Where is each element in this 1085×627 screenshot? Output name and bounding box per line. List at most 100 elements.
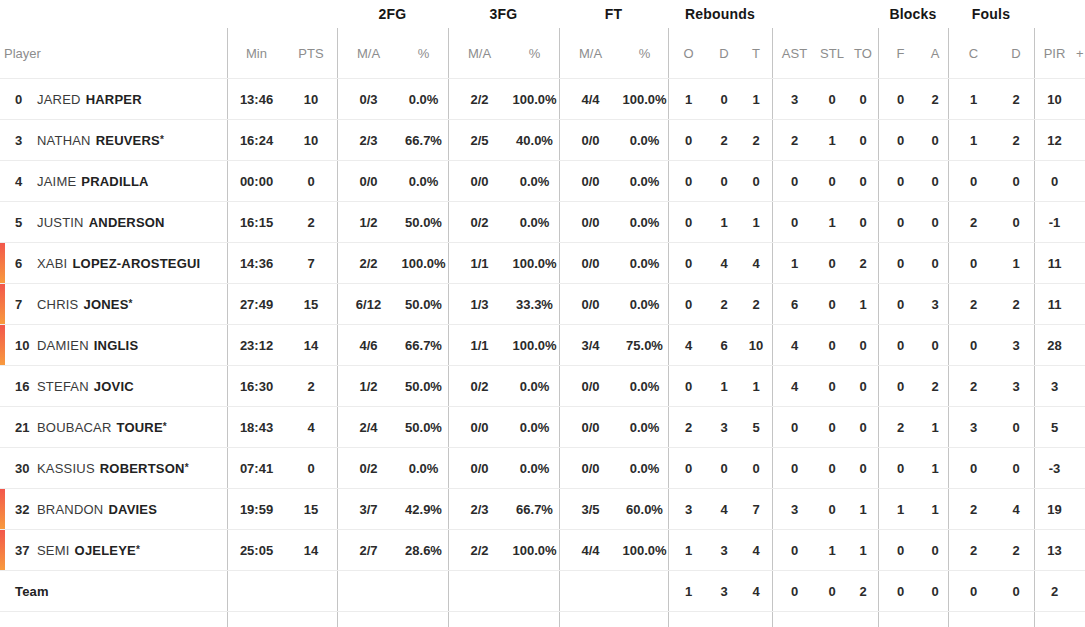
- stat-ft-pct: 75.0%: [621, 325, 668, 365]
- stat-pir: 2: [1034, 571, 1074, 611]
- stat-foul-c: 0: [948, 325, 998, 365]
- stat-reb-d: 0: [708, 79, 740, 119]
- player-last-name: HARPER: [86, 92, 142, 107]
- table-row[interactable]: 10 DAMIEN INGLIS 23:12 14 4/6 66.7% 1/1 …: [0, 325, 1085, 366]
- stat-2fg-pct: 0.0%: [399, 79, 448, 119]
- stat-ft-ma: 14/17: [559, 612, 621, 627]
- stat-reb-d: 3: [708, 571, 740, 611]
- stat-3fg-pct: 0.0%: [510, 407, 559, 447]
- stat-min: 25:05: [227, 530, 285, 570]
- stat-plus-minus: [1074, 612, 1085, 627]
- jersey-number: 7: [15, 297, 37, 312]
- stat-2fg-ma: 0/2: [337, 448, 399, 488]
- stat-blk-a: 1: [922, 489, 948, 529]
- stat-plus-minus: [1074, 120, 1085, 160]
- table-row[interactable]: 0 JARED HARPER 13:46 10 0/3 0.0% 2/2 100…: [0, 79, 1085, 120]
- stat-ft-ma: 0/0: [559, 202, 621, 242]
- table-row[interactable]: 21 BOUBACAR TOURE * 18:43 4 2/4 50.0% 0/…: [0, 407, 1085, 448]
- stat-stl: 0: [816, 448, 848, 488]
- stat-3fg-ma: 1/1: [448, 325, 510, 365]
- stat-ft-pct: 60.0%: [621, 489, 668, 529]
- stat-pts: 14: [285, 325, 337, 365]
- stat-to: 0: [848, 79, 878, 119]
- stat-blk-a: 0: [922, 120, 948, 160]
- stat-blk-f: 0: [878, 571, 922, 611]
- stat-reb-d: 1: [708, 202, 740, 242]
- stat-2fg-ma: [337, 571, 399, 611]
- table-row[interactable]: 4 JAIME PRADILLA 00:00 0 0/0 0.0% 0/0 0.…: [0, 161, 1085, 202]
- stat-2fg-pct: [399, 571, 448, 611]
- stat-blk-f: 0: [878, 202, 922, 242]
- stat-pts: 10: [285, 79, 337, 119]
- stat-foul-c: 2: [948, 284, 998, 324]
- stat-blk-f: 0: [878, 79, 922, 119]
- player-last-name: ROBERTSON: [100, 461, 185, 476]
- stat-min: 07:41: [227, 448, 285, 488]
- stat-foul-c: 1: [948, 79, 998, 119]
- stat-plus-minus: [1074, 243, 1085, 283]
- stat-2fg-ma: 23/50: [337, 612, 399, 627]
- stat-3fg-ma: 0/2: [448, 202, 510, 242]
- stat-stl: 0: [816, 284, 848, 324]
- stat-ft-pct: 0.0%: [621, 202, 668, 242]
- stat-foul-d: 3: [998, 366, 1034, 406]
- stat-blk-f: 1: [878, 489, 922, 529]
- stat-3fg-ma: 1/3: [448, 284, 510, 324]
- stat-plus-minus: [1074, 161, 1085, 201]
- table-row[interactable]: 37 SEMI OJELEYE * 25:05 14 2/7 28.6% 2/2…: [0, 530, 1085, 571]
- stat-2fg-pct: 66.7%: [399, 325, 448, 365]
- stat-ft-pct: 0.0%: [621, 243, 668, 283]
- table-row[interactable]: Team 1 3 4 0 0 2 0 0 0 0 2: [0, 571, 1085, 612]
- table-row[interactable]: 5 JUSTIN ANDERSON 16:15 2 1/2 50.0% 0/2 …: [0, 202, 1085, 243]
- table-row[interactable]: 6 XABI LOPEZ-AROSTEGUI 14:36 7 2/2 100.0…: [0, 243, 1085, 284]
- player-first-name: DAMIEN: [37, 338, 89, 353]
- table-row[interactable]: 32 BRANDON DAVIES 19:59 15 3/7 42.9% 2/3…: [0, 489, 1085, 530]
- on-court-indicator-bar: [0, 243, 5, 283]
- table-row[interactable]: Total 200:00 93 23/50 46.0% 11/21 52.4% …: [0, 612, 1085, 627]
- stat-min: 19:59: [227, 489, 285, 529]
- stat-to: 2: [848, 571, 878, 611]
- stat-foul-d: 2: [998, 530, 1034, 570]
- stat-3fg-ma: 2/5: [448, 120, 510, 160]
- stat-3fg-pct: 0.0%: [510, 202, 559, 242]
- player-cell: Team: [0, 571, 227, 611]
- on-court-indicator-bar: [0, 284, 5, 324]
- stat-ast: 0: [772, 202, 816, 242]
- stat-pts: 0: [285, 448, 337, 488]
- player-cell: 21 BOUBACAR TOURE *: [0, 407, 227, 447]
- stat-ast: 3: [772, 489, 816, 529]
- stat-foul-c: 15: [948, 612, 998, 627]
- player-last-name: TOURE: [117, 420, 163, 435]
- stat-pts: 15: [285, 284, 337, 324]
- stat-blk-a: 10: [922, 612, 948, 627]
- stat-ft-ma: 3/4: [559, 325, 621, 365]
- on-court-indicator-bar: [0, 325, 5, 365]
- stat-reb-d: 0: [708, 161, 740, 201]
- table-row[interactable]: 16 STEFAN JOVIC 16:30 2 1/2 50.0% 0/2 0.…: [0, 366, 1085, 407]
- stat-min: [227, 571, 285, 611]
- jersey-number: 16: [15, 379, 37, 394]
- player-cell: 16 STEFAN JOVIC: [0, 366, 227, 406]
- column-header-ft-pct: %: [621, 28, 668, 78]
- stat-to: 1: [848, 530, 878, 570]
- stat-plus-minus: [1074, 448, 1085, 488]
- table-row[interactable]: 7 CHRIS JONES * 27:49 15 6/12 50.0% 1/3 …: [0, 284, 1085, 325]
- table-row[interactable]: 30 KASSIUS ROBERTSON * 07:41 0 0/2 0.0% …: [0, 448, 1085, 489]
- stat-plus-minus: [1074, 325, 1085, 365]
- stat-pir: 12: [1034, 120, 1074, 160]
- stat-group-header-row: 2FG 3FG FT Rebounds Blocks Fouls: [0, 0, 1085, 28]
- stat-blk-a: 1: [922, 448, 948, 488]
- stat-foul-d: 0: [998, 407, 1034, 447]
- group-header-rebounds: Rebounds: [668, 6, 772, 22]
- stat-foul-d: 2: [998, 79, 1034, 119]
- stat-to: 0: [848, 366, 878, 406]
- stat-pir: 5: [1034, 407, 1074, 447]
- stat-ft-pct: [621, 571, 668, 611]
- stat-3fg-ma: 0/0: [448, 448, 510, 488]
- player-cell: 6 XABI LOPEZ-AROSTEGUI: [0, 243, 227, 283]
- stat-reb-t: 2: [740, 120, 772, 160]
- stat-reb-o: 2: [668, 407, 708, 447]
- stat-foul-d: 2: [998, 284, 1034, 324]
- column-header-pir: PIR: [1034, 28, 1074, 78]
- table-row[interactable]: 3 NATHAN REUVERS * 16:24 10 2/3 66.7% 2/…: [0, 120, 1085, 161]
